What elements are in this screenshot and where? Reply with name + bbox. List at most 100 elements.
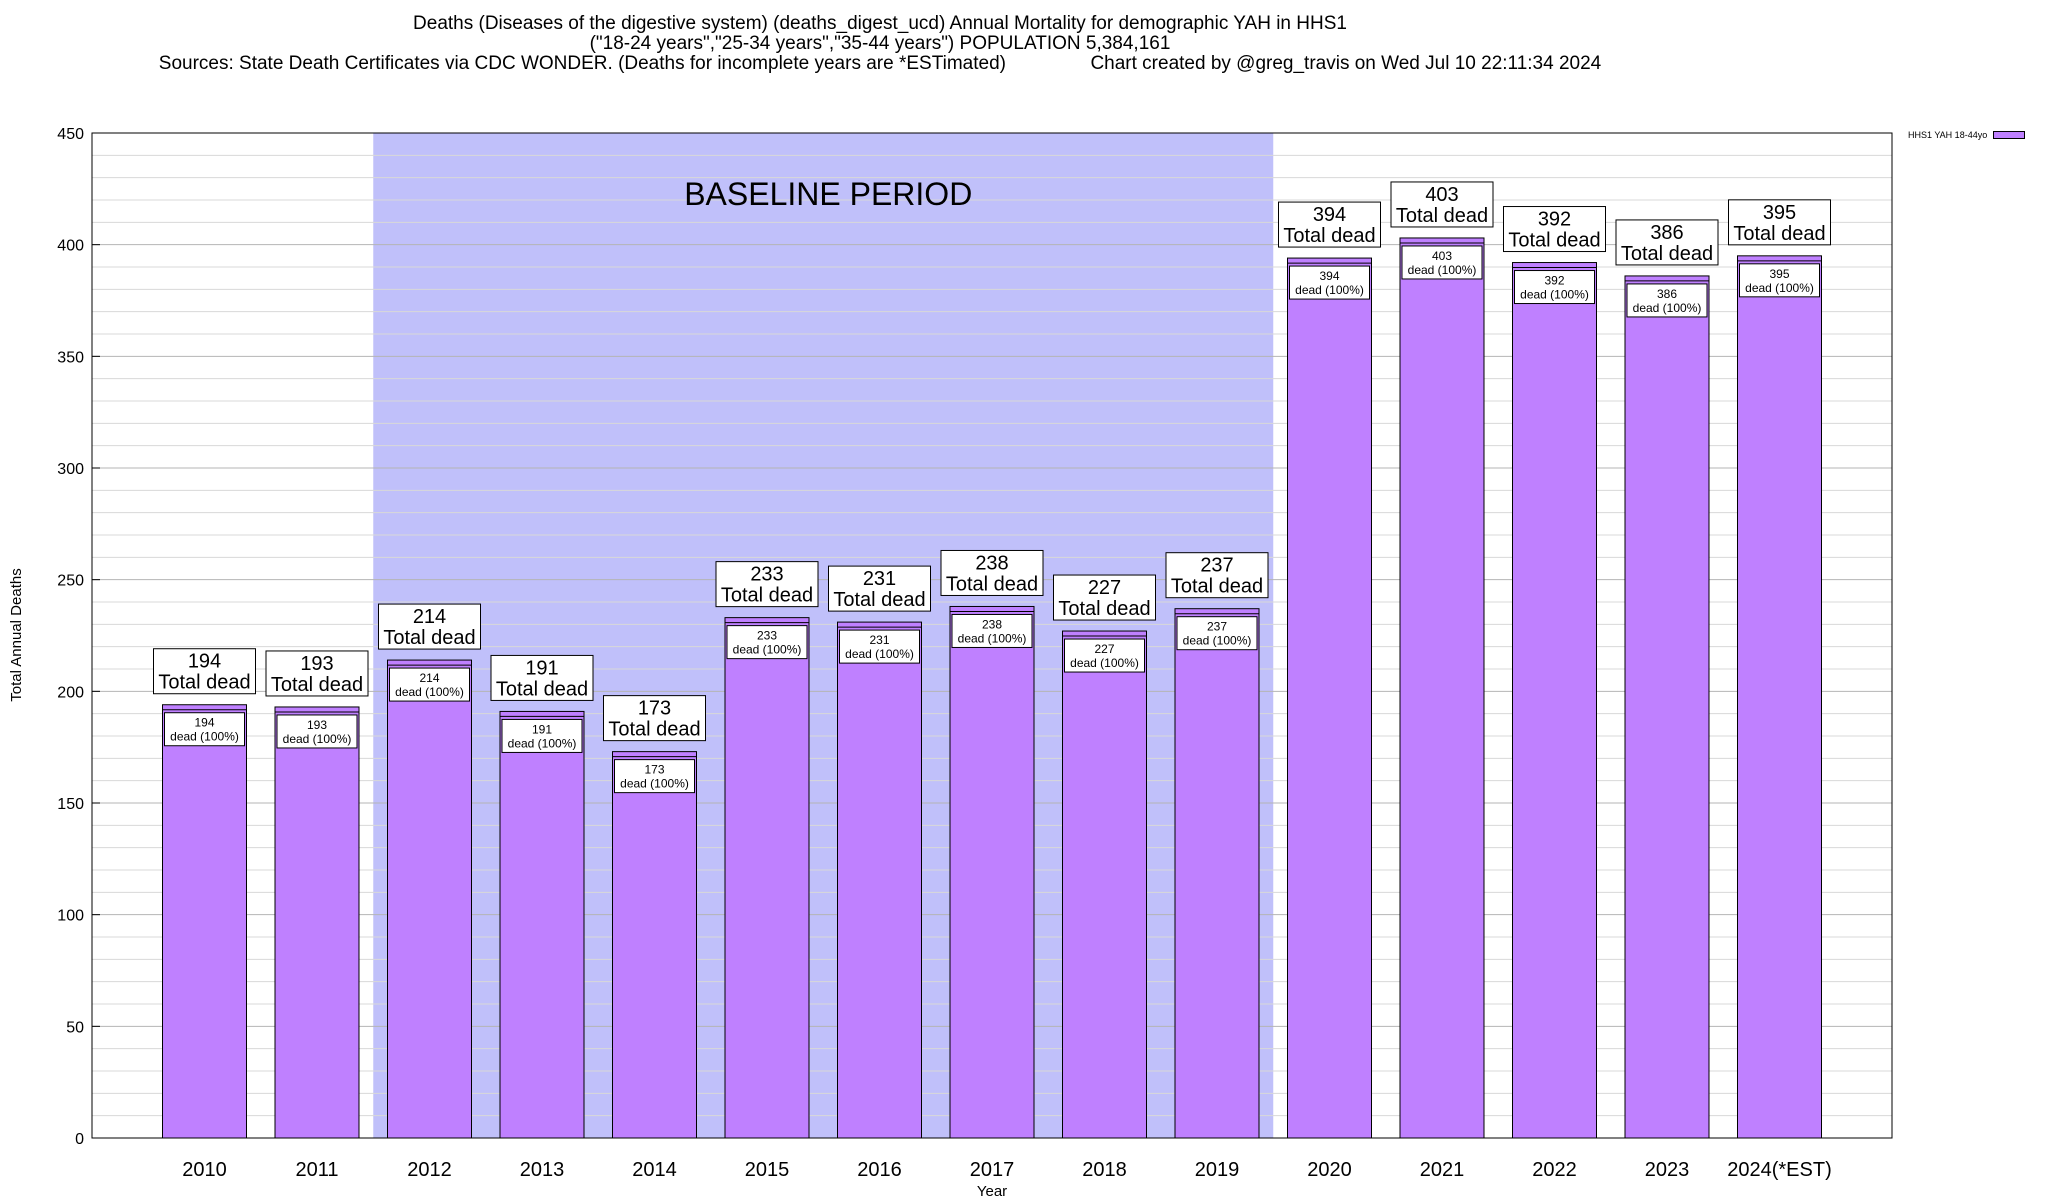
bar bbox=[162, 704, 247, 1139]
x-tick-label: 2014 bbox=[632, 1159, 677, 1181]
total-label-box bbox=[1503, 206, 1606, 253]
y-tick-label: 200 bbox=[57, 684, 84, 701]
y-tick-label: 450 bbox=[57, 126, 84, 143]
inner-value-label: 173 bbox=[644, 763, 664, 777]
x-tick-label: 2021 bbox=[1420, 1159, 1465, 1181]
total-value-label: 403 bbox=[1425, 184, 1458, 206]
total-dead-label: Total dead bbox=[1283, 225, 1375, 247]
inner-label-box bbox=[1401, 245, 1483, 280]
inner-percent-label: dead (100%) bbox=[1070, 656, 1139, 670]
y-tick-label: 0 bbox=[75, 1131, 84, 1148]
total-label-box bbox=[940, 549, 1044, 596]
bar bbox=[724, 617, 810, 1139]
total-dead-label: Total dead bbox=[608, 719, 700, 741]
total-value-label: 231 bbox=[863, 568, 896, 590]
inner-value-label: 394 bbox=[1319, 269, 1339, 283]
inner-value-label: 386 bbox=[1657, 287, 1677, 301]
total-label-box bbox=[153, 648, 256, 695]
total-value-label: 395 bbox=[1763, 202, 1796, 224]
title-line-3: Sources: State Death Certificates via CD… bbox=[0, 54, 1760, 74]
inner-percent-label: dead (100%) bbox=[395, 685, 464, 699]
total-label-box bbox=[1390, 181, 1494, 228]
created-by-text: Chart created by @greg_travis on Wed Jul… bbox=[1090, 53, 1602, 74]
inner-label-box bbox=[1739, 263, 1820, 298]
x-tick-label: 2022 bbox=[1532, 1159, 1577, 1181]
total-dead-label: Total dead bbox=[1733, 223, 1825, 245]
inner-label-box bbox=[1514, 270, 1595, 305]
total-dead-label: Total dead bbox=[1508, 230, 1600, 252]
bar bbox=[1287, 257, 1372, 1139]
total-dead-label: Total dead bbox=[1058, 598, 1150, 620]
x-axis-label: Year bbox=[977, 1183, 1007, 1200]
inner-label-box bbox=[951, 613, 1033, 648]
total-value-label: 173 bbox=[638, 698, 671, 720]
inner-percent-label: dead (100%) bbox=[1183, 634, 1252, 648]
bar bbox=[1399, 237, 1485, 1139]
total-label-box bbox=[1728, 199, 1831, 246]
legend: HHS1 YAH 18-44yo bbox=[1908, 130, 2026, 140]
x-tick-label: 2011 bbox=[295, 1159, 338, 1181]
total-dead-label: Total dead bbox=[1396, 205, 1488, 227]
total-dead-label: Total dead bbox=[158, 672, 250, 694]
inner-percent-label: dead (100%) bbox=[170, 730, 239, 744]
inner-label-box bbox=[501, 718, 583, 753]
plot-frame bbox=[91, 132, 1893, 1139]
y-tick-label: 50 bbox=[66, 1019, 84, 1036]
inner-value-label: 231 bbox=[869, 633, 889, 647]
total-value-label: 227 bbox=[1088, 577, 1121, 599]
x-tick-label: 2013 bbox=[520, 1159, 565, 1181]
total-dead-label: Total dead bbox=[271, 674, 363, 696]
y-tick-label: 400 bbox=[57, 238, 84, 255]
inner-value-label: 392 bbox=[1544, 274, 1564, 288]
x-tick-label: 2012 bbox=[407, 1159, 452, 1181]
y-axis-label: Total Annual Deaths bbox=[8, 568, 25, 701]
total-label-box bbox=[265, 650, 369, 697]
title-line-1: Deaths (Diseases of the digestive system… bbox=[413, 13, 1347, 34]
inner-value-label: 194 bbox=[194, 716, 214, 730]
inner-percent-label: dead (100%) bbox=[1520, 288, 1589, 302]
legend-swatch bbox=[1993, 131, 2026, 139]
total-value-label: 194 bbox=[188, 651, 221, 673]
total-dead-label: Total dead bbox=[1621, 243, 1713, 265]
inner-percent-label: dead (100%) bbox=[958, 631, 1027, 645]
total-label-box bbox=[828, 565, 931, 612]
y-tick-label: 350 bbox=[57, 349, 84, 366]
total-dead-label: Total dead bbox=[721, 585, 813, 607]
inner-label-box bbox=[164, 712, 245, 747]
x-tick-label: 2016 bbox=[857, 1159, 902, 1181]
total-dead-label: Total dead bbox=[496, 678, 588, 700]
inner-percent-label: dead (100%) bbox=[620, 777, 689, 791]
inner-value-label: 233 bbox=[757, 629, 777, 643]
total-dead-label: Total dead bbox=[383, 627, 475, 649]
inner-percent-label: dead (100%) bbox=[1295, 283, 1364, 297]
bar bbox=[949, 605, 1035, 1139]
inner-label-box bbox=[726, 625, 808, 660]
y-tick-label: 300 bbox=[57, 461, 84, 478]
inner-percent-label: dead (100%) bbox=[283, 732, 352, 746]
inner-percent-label: dead (100%) bbox=[1408, 263, 1477, 277]
x-tick-label: 2015 bbox=[745, 1159, 790, 1181]
inner-value-label: 395 bbox=[1769, 267, 1789, 281]
total-value-label: 392 bbox=[1538, 209, 1571, 231]
inner-percent-label: dead (100%) bbox=[508, 736, 577, 750]
inner-percent-label: dead (100%) bbox=[733, 643, 802, 657]
inner-value-label: 227 bbox=[1094, 642, 1114, 656]
total-label-box bbox=[378, 603, 481, 650]
bar bbox=[1174, 608, 1260, 1139]
total-value-label: 394 bbox=[1313, 204, 1346, 226]
inner-label-box bbox=[1064, 638, 1145, 673]
y-tick-label: 150 bbox=[57, 796, 84, 813]
bar bbox=[837, 621, 922, 1139]
total-label-box bbox=[1278, 201, 1381, 248]
inner-value-label: 238 bbox=[982, 617, 1002, 631]
bar bbox=[1624, 275, 1710, 1139]
bar bbox=[387, 659, 472, 1139]
x-tick-label: 2020 bbox=[1307, 1159, 1352, 1181]
total-value-label: 214 bbox=[413, 606, 446, 628]
x-tick-label: 2023 bbox=[1645, 1159, 1690, 1181]
total-value-label: 233 bbox=[750, 564, 783, 586]
total-label-box bbox=[1615, 219, 1719, 266]
inner-percent-label: dead (100%) bbox=[1745, 281, 1814, 295]
total-dead-label: Total dead bbox=[833, 589, 925, 611]
